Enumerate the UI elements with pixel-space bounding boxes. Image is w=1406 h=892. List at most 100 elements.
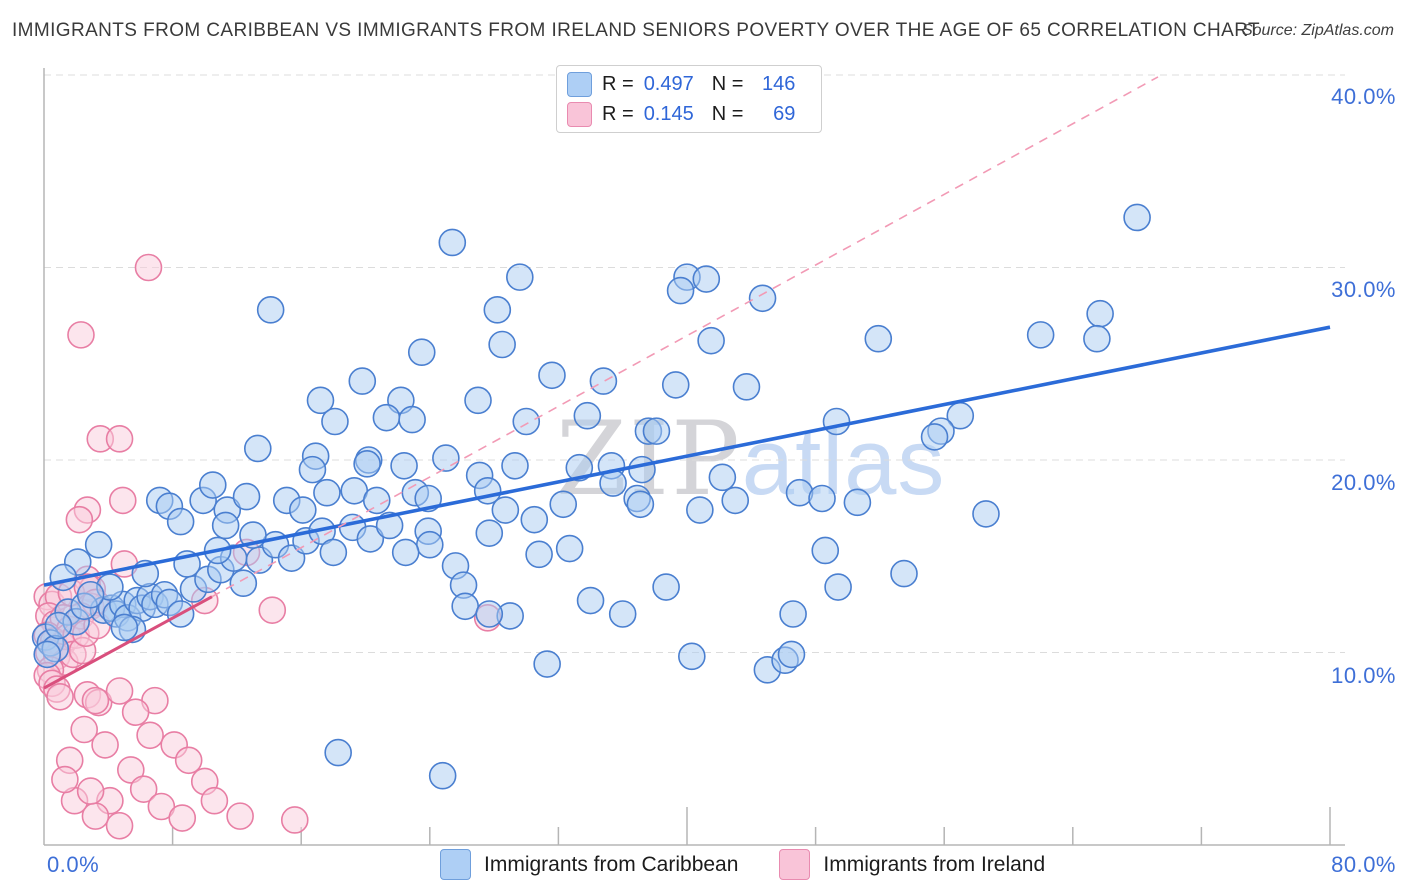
scatter-point-ireland[interactable] — [65, 505, 94, 534]
scatter-point-ireland[interactable] — [105, 811, 134, 840]
scatter-point-ireland[interactable] — [51, 765, 79, 794]
scatter-point-caribbean[interactable] — [628, 455, 656, 484]
scatter-point-caribbean[interactable] — [438, 228, 467, 257]
scatter-point-caribbean[interactable] — [391, 538, 420, 567]
scatter-point-caribbean[interactable] — [362, 486, 391, 515]
scatter-point-ireland[interactable] — [121, 698, 150, 726]
scatter-point-ireland[interactable] — [258, 596, 287, 624]
scatter-point-caribbean[interactable] — [398, 405, 426, 434]
scatter-point-caribbean[interactable] — [348, 367, 377, 395]
scatter-point-caribbean[interactable] — [626, 490, 655, 519]
scatter-point-ireland[interactable] — [76, 777, 105, 805]
scatter-point-caribbean[interactable] — [211, 511, 240, 540]
scatter-point-caribbean[interactable] — [319, 538, 348, 567]
scatter-point-caribbean[interactable] — [166, 507, 195, 536]
scatter-point-ireland[interactable] — [200, 786, 229, 815]
scatter-point-caribbean[interactable] — [375, 511, 404, 540]
scatter-point-caribbean[interactable] — [608, 600, 637, 628]
scatter-point-caribbean[interactable] — [483, 296, 512, 324]
scatter-point-caribbean[interactable] — [464, 386, 492, 415]
scatter-point-caribbean[interactable] — [501, 451, 529, 480]
scatter-point-ireland[interactable] — [280, 806, 309, 834]
scatter-point-caribbean[interactable] — [843, 488, 872, 517]
scatter-point-caribbean[interactable] — [475, 519, 504, 547]
scatter-point-caribbean[interactable] — [520, 505, 549, 534]
scatter-point-caribbean[interactable] — [686, 496, 714, 524]
scatter-point-caribbean[interactable] — [488, 330, 516, 359]
scatter-point-ireland[interactable] — [105, 425, 134, 453]
scatter-point-caribbean[interactable] — [491, 496, 520, 524]
scatter-point-caribbean[interactable] — [256, 296, 285, 324]
scatter-point-caribbean[interactable] — [692, 265, 721, 293]
scatter-point-caribbean[interactable] — [415, 530, 444, 559]
scatter-point-ireland[interactable] — [108, 486, 137, 515]
scatter-point-caribbean[interactable] — [525, 540, 553, 569]
scatter-point-caribbean[interactable] — [697, 326, 725, 355]
scatter-point-ireland[interactable] — [81, 686, 110, 715]
scatter-point-ireland[interactable] — [46, 682, 74, 711]
scatter-point-caribbean[interactable] — [1123, 203, 1151, 232]
scatter-point-caribbean[interactable] — [512, 407, 541, 436]
scatter-point-caribbean[interactable] — [49, 563, 78, 592]
scatter-point-caribbean[interactable] — [353, 450, 381, 478]
scatter-point-caribbean[interactable] — [533, 650, 561, 678]
scatter-point-ireland[interactable] — [117, 756, 145, 784]
scatter-point-caribbean[interactable] — [475, 600, 504, 628]
scatter-point-caribbean[interactable] — [428, 761, 457, 790]
scatter-point-caribbean[interactable] — [589, 367, 618, 395]
scatter-point-ireland[interactable] — [174, 746, 203, 775]
scatter-point-caribbean[interactable] — [76, 580, 105, 609]
scatter-point-caribbean[interactable] — [390, 451, 418, 480]
scatter-point-caribbean[interactable] — [920, 423, 949, 451]
scatter-point-ireland[interactable] — [168, 804, 197, 832]
scatter-point-caribbean[interactable] — [198, 471, 227, 499]
scatter-point-caribbean[interactable] — [33, 640, 62, 669]
scatter-point-ireland[interactable] — [136, 721, 164, 750]
scatter-point-ireland[interactable] — [147, 792, 176, 821]
scatter-point-caribbean[interactable] — [555, 534, 584, 563]
scatter-point-caribbean[interactable] — [243, 434, 272, 463]
scatter-point-caribbean[interactable] — [84, 530, 113, 559]
scatter-point-caribbean[interactable] — [777, 640, 806, 669]
scatter-point-ireland[interactable] — [105, 677, 134, 705]
scatter-point-ireland[interactable] — [134, 253, 163, 282]
scatter-point-caribbean[interactable] — [565, 453, 594, 482]
scatter-point-caribbean[interactable] — [1086, 299, 1114, 328]
scatter-point-caribbean[interactable] — [576, 586, 605, 615]
scatter-point-caribbean[interactable] — [708, 463, 737, 492]
scatter-point-ireland[interactable] — [70, 715, 98, 744]
scatter-point-caribbean[interactable] — [642, 417, 671, 445]
scatter-point-caribbean[interactable] — [721, 486, 750, 515]
scatter-point-caribbean[interactable] — [451, 592, 479, 621]
scatter-point-caribbean[interactable] — [356, 525, 385, 553]
scatter-point-caribbean[interactable] — [229, 569, 258, 598]
scatter-point-caribbean[interactable] — [785, 478, 814, 507]
scatter-point-caribbean[interactable] — [661, 371, 690, 399]
scatter-point-caribbean[interactable] — [1026, 321, 1055, 349]
scatter-point-ireland[interactable] — [67, 321, 95, 349]
scatter-point-caribbean[interactable] — [538, 361, 566, 390]
scatter-point-caribbean[interactable] — [666, 276, 695, 305]
scatter-point-caribbean[interactable] — [779, 600, 807, 628]
scatter-point-caribbean[interactable] — [321, 407, 349, 436]
scatter-point-caribbean[interactable] — [110, 613, 139, 642]
scatter-point-caribbean[interactable] — [573, 401, 602, 430]
scatter-point-caribbean[interactable] — [811, 536, 840, 565]
scatter-point-caribbean[interactable] — [824, 573, 852, 601]
scatter-point-caribbean[interactable] — [732, 373, 761, 401]
scatter-point-caribbean[interactable] — [313, 478, 341, 507]
scatter-point-caribbean[interactable] — [864, 324, 893, 353]
scatter-point-caribbean[interactable] — [372, 403, 401, 432]
scatter-point-caribbean[interactable] — [306, 386, 335, 415]
scatter-point-caribbean[interactable] — [678, 642, 706, 671]
scatter-point-caribbean[interactable] — [432, 444, 460, 472]
scatter-point-caribbean[interactable] — [972, 500, 1000, 528]
scatter-point-ireland[interactable] — [129, 775, 158, 803]
scatter-point-caribbean[interactable] — [289, 496, 317, 524]
scatter-point-ireland[interactable] — [226, 802, 254, 830]
scatter-point-caribbean[interactable] — [748, 284, 777, 313]
scatter-point-caribbean[interactable] — [1083, 324, 1111, 353]
scatter-point-caribbean[interactable] — [549, 490, 578, 519]
scatter-point-caribbean[interactable] — [890, 559, 918, 588]
